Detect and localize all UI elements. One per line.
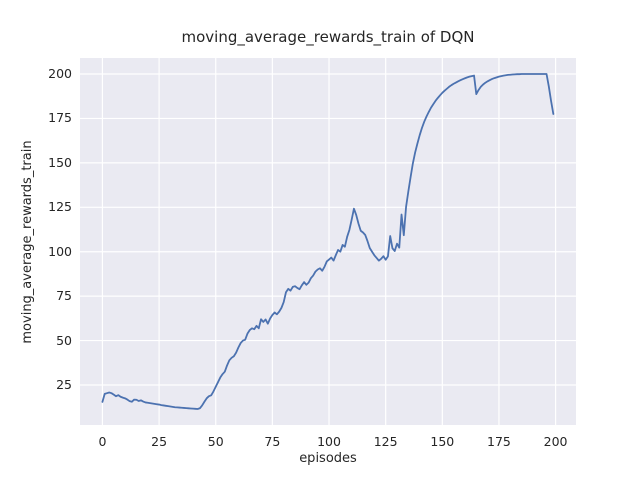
x-tick-label: 200 [543, 434, 568, 449]
chart-title: moving_average_rewards_train of DQN [181, 28, 475, 46]
x-tick-label: 150 [430, 434, 455, 449]
y-tick-label: 200 [48, 65, 72, 81]
y-tick-label: 100 [48, 243, 72, 259]
x-tick-label: 100 [317, 434, 341, 449]
x-tick-label: 75 [264, 434, 281, 449]
y-tick-label: 175 [48, 110, 72, 126]
x-tick-label: 50 [207, 434, 224, 449]
reward-line [101, 73, 555, 410]
line-chart-svg [80, 58, 576, 425]
x-tick-label: 125 [373, 434, 398, 449]
plot-area [80, 58, 576, 425]
y-tick-label: 25 [56, 377, 72, 392]
x-tick-label: 0 [98, 434, 107, 449]
y-tick-label: 50 [56, 332, 72, 348]
y-tick-label: 150 [48, 154, 72, 170]
x-tick-label: 175 [487, 434, 511, 449]
y-tick-label: 75 [56, 288, 72, 304]
y-tick-label: 125 [48, 199, 72, 215]
x-tick-label: 25 [151, 434, 168, 449]
x-axis-label: episodes [299, 451, 357, 466]
